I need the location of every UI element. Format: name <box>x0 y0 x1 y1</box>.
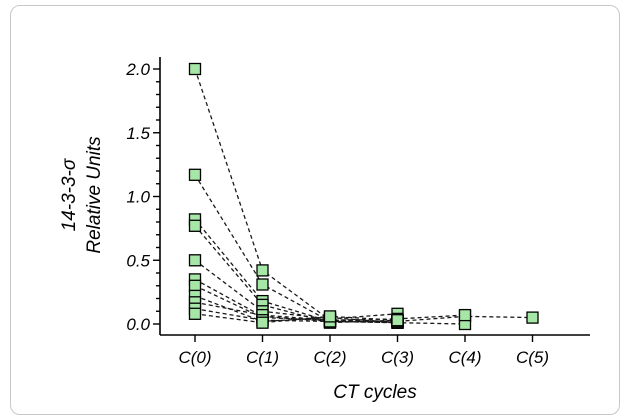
y-ticks: 0.0 0.5 1.0 1.5 2.0 <box>125 60 160 334</box>
series-line-2 <box>194 174 398 324</box>
data-point <box>256 278 269 291</box>
series-line-4 <box>194 225 398 324</box>
x-tick-label: C(0) <box>178 348 211 367</box>
x-axis-title: CT cycles <box>333 382 417 403</box>
data-point <box>188 62 202 76</box>
y-tick-label: 1.5 <box>126 124 150 143</box>
series-line-6 <box>194 278 466 325</box>
series-lines <box>194 68 533 325</box>
series-line-10 <box>194 308 398 323</box>
y-tick-label: 0.5 <box>126 251 150 270</box>
x-tick-label: C(4) <box>448 348 481 367</box>
data-point <box>188 279 202 292</box>
y-tick-label: 0.0 <box>126 315 150 334</box>
y-axis-title-line2: Relative Units <box>84 136 105 254</box>
data-point <box>323 310 337 323</box>
x-tick-label: C(2) <box>313 348 346 367</box>
markers <box>188 62 539 331</box>
axes <box>159 57 590 336</box>
data-point <box>391 314 404 327</box>
series-line-3 <box>194 218 533 323</box>
data-point <box>256 264 269 277</box>
data-point <box>188 254 202 267</box>
chart: 0.0 0.5 1.0 1.5 2.0 C(0) C(1) C(2) C(3) C(4) C(5)… <box>59 57 590 403</box>
x-tick-label: C(1) <box>246 348 279 367</box>
y-tick-label: 2.0 <box>125 60 150 79</box>
data-point <box>256 316 269 329</box>
data-point <box>188 219 202 232</box>
data-point <box>526 311 539 324</box>
x-tick-label: C(3) <box>381 348 414 367</box>
x-ticks: C(0) C(1) C(2) C(3) C(4) C(5) <box>178 335 549 367</box>
x-tick-label: C(5) <box>516 348 549 367</box>
y-tick-label: 1.0 <box>126 188 150 207</box>
y-axis-title-line1: 14-3-3-σ <box>59 157 80 231</box>
series-line-11 <box>194 313 398 324</box>
data-point <box>458 308 472 322</box>
data-point <box>188 307 202 320</box>
series-line-5 <box>194 259 398 320</box>
data-point <box>188 168 202 181</box>
